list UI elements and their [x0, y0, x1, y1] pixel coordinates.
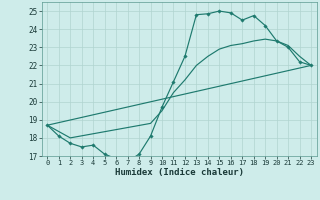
- X-axis label: Humidex (Indice chaleur): Humidex (Indice chaleur): [115, 168, 244, 177]
